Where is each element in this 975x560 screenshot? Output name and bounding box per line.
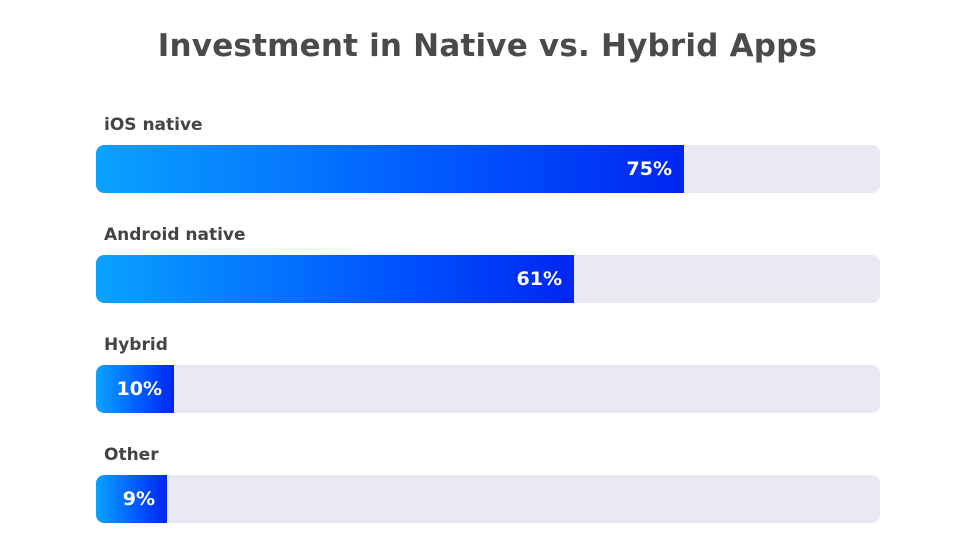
bar-fill	[96, 255, 574, 303]
value-label: 10%	[116, 378, 162, 400]
bar-track: 61%	[96, 255, 880, 303]
bar-track: 10%	[96, 365, 880, 413]
value-label: 9%	[122, 488, 155, 510]
value-label: 61%	[516, 268, 562, 290]
category-label: Other	[104, 445, 159, 465]
category-label: Hybrid	[104, 335, 168, 355]
bar-fill	[96, 145, 684, 193]
category-label: Android native	[104, 225, 246, 245]
category-label: iOS native	[104, 115, 203, 135]
value-label: 75%	[626, 158, 672, 180]
bar-row: Other 9%	[96, 442, 880, 552]
bar-track: 9%	[96, 475, 880, 523]
bar-row: Hybrid 10%	[96, 332, 880, 442]
bar-row: Android native 61%	[96, 222, 880, 332]
bar-fill	[96, 475, 167, 523]
bar-row: iOS native 75%	[96, 112, 880, 222]
bar-track: 75%	[96, 145, 880, 193]
bar-fill	[96, 365, 174, 413]
bar-rows: iOS native 75% Android native 61% Hybrid…	[96, 112, 880, 552]
chart-title: Investment in Native vs. Hybrid Apps	[157, 28, 818, 64]
